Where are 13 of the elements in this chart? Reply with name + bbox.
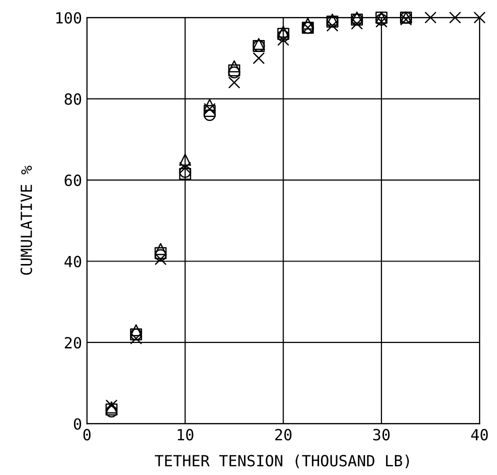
x-tick-label: 10 <box>178 428 194 440</box>
x-tick-label: 0 <box>83 428 91 440</box>
y-tick-label: 40 <box>64 256 82 268</box>
x-tick-label: 40 <box>471 428 488 440</box>
y-tick-label: 20 <box>64 336 82 349</box>
y-tick-label: 60 <box>64 174 82 186</box>
x-axis-title: TETHER TENSION (THOUSAND LB) <box>154 454 409 468</box>
y-axis-title: CUMULATIVE % <box>20 166 32 275</box>
x-tick-label: 30 <box>373 428 390 440</box>
y-tick-label: 0 <box>74 418 82 430</box>
y-tick-label: 100 <box>56 12 82 24</box>
y-tick-label: 80 <box>64 93 82 105</box>
x-tick-label: 20 <box>275 428 292 440</box>
